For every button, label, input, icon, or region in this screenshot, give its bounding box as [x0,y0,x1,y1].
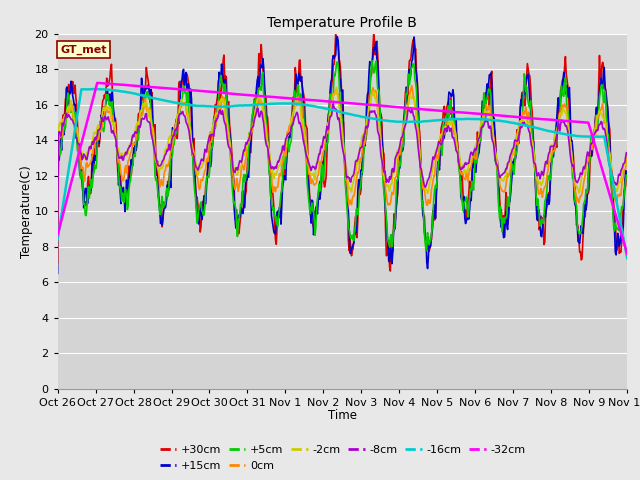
-2cm [211,117,218,123]
+15cm [413,72,420,78]
-16cm [124,89,131,95]
0cm [211,123,218,129]
0cm [413,115,420,120]
-32cm [54,232,61,238]
+5cm [54,259,61,265]
+30cm [370,32,378,37]
-16cm [623,255,631,261]
+30cm [413,78,421,84]
Line: -8cm: -8cm [58,104,627,263]
0cm [54,263,61,268]
+15cm [123,177,131,183]
+15cm [623,172,631,178]
0cm [408,83,415,89]
-2cm [180,101,188,107]
+30cm [54,255,61,261]
+30cm [387,268,394,274]
+15cm [333,34,341,39]
-8cm [429,154,437,160]
-2cm [413,113,420,119]
0cm [64,107,72,112]
-16cm [429,118,437,123]
+15cm [180,83,188,89]
+15cm [429,217,437,223]
Line: -2cm: -2cm [58,87,627,259]
-16cm [181,101,189,107]
0cm [180,100,188,106]
+30cm [64,96,72,101]
+30cm [123,194,131,200]
Line: -32cm: -32cm [58,83,627,254]
-16cm [91,86,99,92]
-16cm [54,237,61,242]
+15cm [64,101,72,107]
Legend: +30cm, +15cm, +5cm, 0cm, -2cm, -8cm, -16cm, -32cm: +30cm, +15cm, +5cm, 0cm, -2cm, -8cm, -16… [155,441,530,475]
-16cm [413,119,420,125]
+5cm [413,87,420,93]
-32cm [623,251,631,257]
-2cm [54,256,61,262]
-16cm [211,104,219,109]
0cm [429,178,437,183]
+5cm [123,195,131,201]
0cm [123,170,131,176]
Title: Temperature Profile B: Temperature Profile B [268,16,417,30]
-2cm [64,104,72,110]
-32cm [93,80,101,86]
+30cm [211,113,218,119]
-32cm [413,106,420,112]
-2cm [123,153,131,159]
Line: -16cm: -16cm [58,89,627,258]
-32cm [64,192,72,198]
-8cm [413,128,420,133]
-8cm [330,101,337,107]
+30cm [623,172,631,178]
-32cm [124,82,131,88]
+5cm [211,122,218,128]
-8cm [54,260,61,265]
+30cm [430,215,438,221]
-8cm [623,151,631,156]
Line: 0cm: 0cm [58,86,627,265]
-16cm [64,171,72,177]
-32cm [429,108,437,113]
-32cm [211,89,219,95]
+15cm [211,114,218,120]
Line: +30cm: +30cm [58,35,627,271]
+5cm [429,210,437,216]
Line: +15cm: +15cm [58,36,627,273]
-2cm [333,84,340,90]
-8cm [123,151,131,157]
Text: GT_met: GT_met [60,44,107,55]
Line: +5cm: +5cm [58,61,627,262]
+5cm [64,90,72,96]
-8cm [64,113,72,119]
+15cm [54,270,61,276]
+5cm [180,85,188,91]
+5cm [623,175,631,181]
-8cm [180,113,188,119]
Y-axis label: Temperature(C): Temperature(C) [20,165,33,258]
0cm [623,155,631,160]
-8cm [211,127,218,132]
-32cm [181,87,189,93]
+5cm [368,58,376,64]
-2cm [623,151,631,156]
-2cm [429,164,437,170]
+30cm [180,80,188,86]
X-axis label: Time: Time [328,409,357,422]
